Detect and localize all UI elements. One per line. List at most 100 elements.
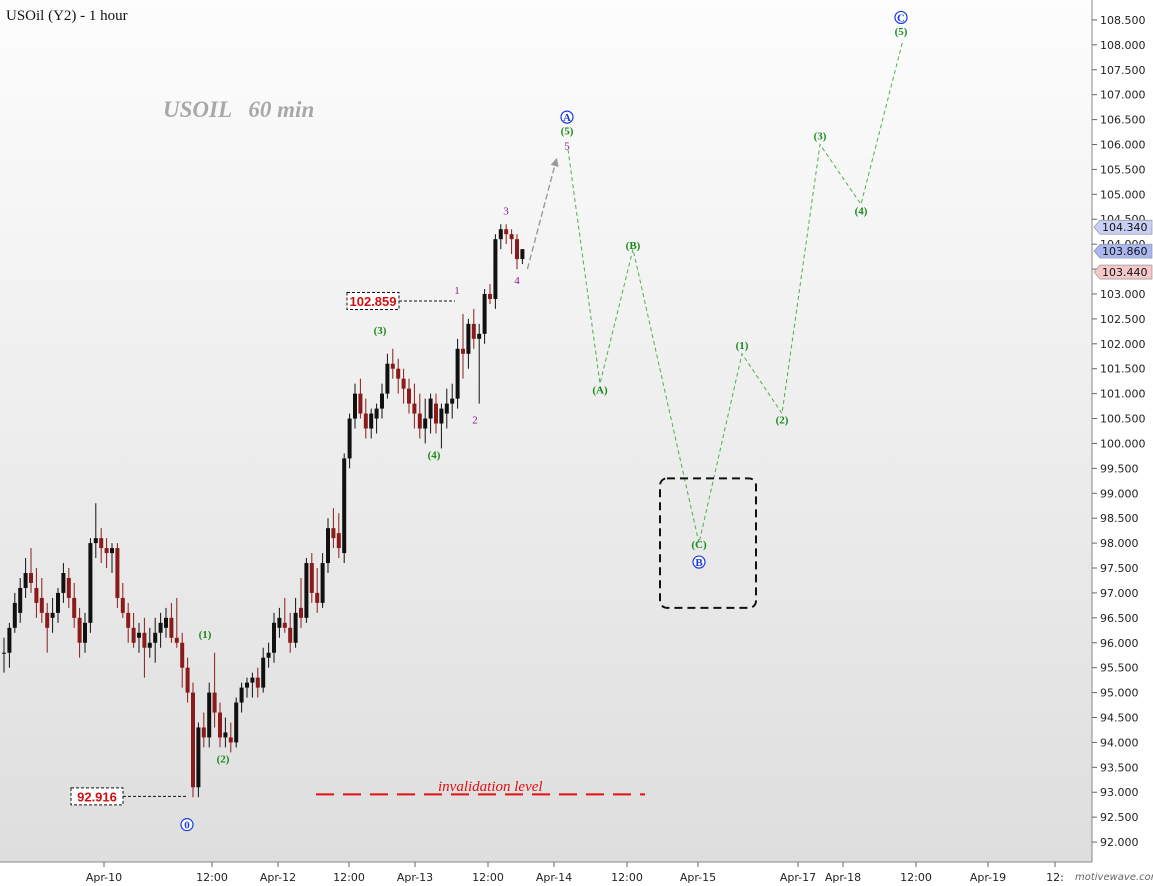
candle (363, 398, 368, 439)
candle (261, 647, 266, 693)
x-axis: Apr-10 12:00 Apr-12 12:00 Apr-13 12:00 Apr-14 1… (86, 862, 1064, 884)
candle-body (23, 573, 28, 588)
watermark: motivewave.com (1075, 872, 1153, 883)
candle (2, 637, 6, 673)
candle (228, 722, 233, 753)
wave-label-blue: B (695, 557, 703, 569)
candle (137, 622, 141, 653)
wave-circle-blue (180, 818, 194, 832)
candle (142, 617, 147, 678)
candle-body (293, 612, 298, 643)
candle (207, 682, 212, 748)
candle (520, 249, 525, 265)
y-tick-label: 106.000 (1100, 138, 1146, 151)
x-tick-label: Apr-15 (680, 871, 716, 884)
wave-label-green: (4) (428, 449, 441, 461)
candle-body (320, 563, 325, 603)
wave-label-purple: 2 (472, 415, 478, 427)
y-tick-label: 94.000 (1100, 736, 1139, 749)
candle (277, 607, 282, 638)
candle (56, 587, 60, 623)
wave-label-purple: 1 (454, 285, 460, 297)
y-tick-label: 100.500 (1100, 413, 1146, 426)
candle (493, 234, 498, 309)
wave-label-blue: A (563, 112, 571, 124)
candle-body (239, 687, 244, 703)
axis-background (1092, 0, 1153, 886)
candle-body (288, 627, 293, 643)
candle (385, 353, 390, 399)
candle (201, 712, 206, 748)
candle (428, 393, 433, 434)
y-tick-label: 92.500 (1100, 811, 1139, 824)
candle (390, 348, 395, 379)
y-tick-label: 98.000 (1100, 537, 1139, 550)
candle (239, 682, 244, 713)
candle (77, 607, 82, 658)
candle-body (72, 597, 77, 618)
candle-body (336, 533, 341, 549)
candle-body (417, 413, 422, 429)
candle-body (196, 727, 201, 788)
candle-body (174, 637, 179, 643)
wave-label-purple: 5 (564, 140, 570, 152)
candle-body (412, 403, 417, 414)
candle-body (488, 293, 492, 299)
candle (315, 568, 320, 613)
candle (299, 577, 303, 628)
candle-body (277, 617, 282, 628)
candle (153, 617, 158, 663)
y-tick-label: 102.500 (1100, 313, 1146, 326)
candle (358, 378, 363, 419)
wave-label-green: (3) (814, 131, 827, 143)
price-tag (1093, 264, 1153, 280)
x-tick-label: Apr-17 (780, 871, 816, 884)
candlestick-series (2, 224, 525, 798)
candle (282, 597, 287, 633)
candle (450, 383, 455, 419)
projection-arrow (526, 157, 559, 270)
y-tick-label: 101.500 (1100, 363, 1146, 376)
candle (488, 284, 492, 304)
wave-label-green: (3) (374, 325, 387, 337)
candle-body (342, 458, 347, 554)
candle-body (104, 548, 109, 554)
x-tick-label: Apr-10 (86, 871, 122, 884)
wave-label-green: (1) (736, 340, 749, 352)
low-price-label: 92.916 (77, 789, 117, 804)
candle-body (482, 293, 487, 334)
candle-body (180, 642, 185, 668)
candle-body (137, 632, 141, 638)
candle-body (120, 597, 125, 613)
candle (444, 388, 449, 429)
wave-label-green: (5) (561, 126, 574, 138)
invalidation-label: invalidation level (438, 779, 543, 795)
candle (250, 672, 255, 698)
candle-body (66, 577, 71, 598)
candle-body (153, 632, 158, 643)
y-tick-label: 98.500 (1100, 512, 1139, 525)
x-tick-label: 12:00 (472, 871, 504, 884)
candle-body (126, 612, 131, 628)
candle-body (29, 573, 33, 583)
candle-body (439, 408, 444, 424)
candle (266, 642, 271, 668)
candle-body (504, 229, 509, 235)
candle-body (83, 622, 87, 643)
candle-body (299, 607, 303, 618)
candle-body (147, 642, 152, 648)
candle (461, 313, 465, 379)
price-tag (1093, 243, 1153, 259)
candle (417, 393, 422, 439)
x-tick-label: 12:00 (611, 871, 643, 884)
y-tick-label: 97.000 (1100, 587, 1139, 600)
chart-title: USOil (Y2) - 1 hour (6, 8, 128, 24)
candle-body (45, 612, 50, 628)
candle-body (261, 657, 266, 688)
candle (455, 338, 460, 409)
x-tick-label: Apr-18 (825, 871, 861, 884)
candle-body (471, 323, 476, 339)
candle-body (450, 398, 455, 404)
candle-body (466, 323, 471, 354)
